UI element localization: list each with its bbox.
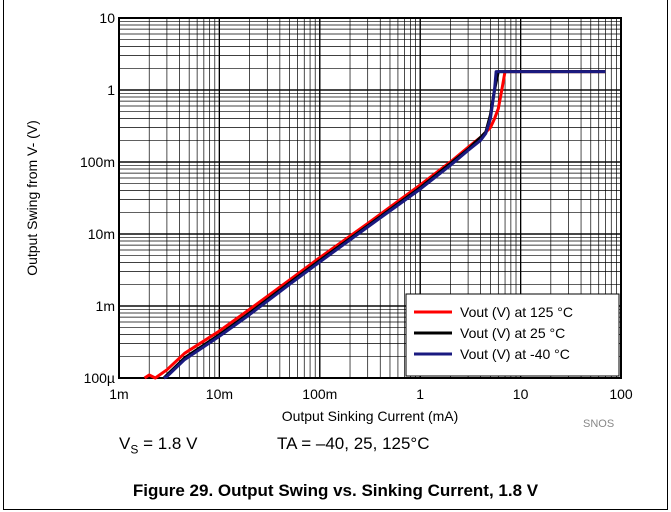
y-tick-label: 1m: [96, 298, 115, 314]
x-tick-label: 100m: [302, 386, 337, 402]
series-line-1: [143, 70, 606, 380]
y-tick-label: 100m: [80, 154, 115, 170]
legend-label: Vout (V) at 25 °C: [460, 325, 565, 341]
x-tick-label: 1: [416, 386, 424, 402]
x-tick-label: 10m: [206, 386, 233, 402]
legend-label: Vout (V) at -40 °C: [460, 346, 570, 362]
temperature-condition: TA = –40, 25, 125°C: [277, 434, 430, 453]
series-lines: [143, 70, 606, 380]
vs-value: = 1.8 V: [138, 434, 198, 453]
y-tick-label: 100µ: [84, 370, 115, 386]
x-tick-label: 10: [513, 386, 529, 402]
y-tick-label: 10: [99, 10, 115, 26]
y-tick-label: 10m: [88, 226, 115, 242]
source-credit: SNOS: [583, 418, 615, 430]
vs-symbol: V: [119, 434, 131, 453]
y-axis-title: Output Swing from V- (V): [24, 120, 40, 276]
x-tick-label: 100: [609, 386, 633, 402]
plot-area: [118, 17, 622, 379]
legend: Vout (V) at 125 °C Vout (V) at 25 °C Vout …: [405, 293, 620, 377]
figure-frame: [3, 0, 668, 510]
x-axis-title: Output Sinking Current (mA): [282, 408, 459, 424]
supply-voltage-condition: VS = 1.8 V: [119, 434, 197, 456]
vs-subscript: S: [130, 442, 139, 457]
legend-box: [405, 293, 620, 377]
series-line-3: [163, 70, 606, 380]
y-tick-label: 1: [107, 82, 115, 98]
x-tick-label: 1m: [109, 386, 128, 402]
legend-label: Vout (V) at 125 °C: [460, 304, 573, 320]
figure-title: Figure 29. Output Swing vs. Sinking Curr…: [132, 481, 539, 500]
